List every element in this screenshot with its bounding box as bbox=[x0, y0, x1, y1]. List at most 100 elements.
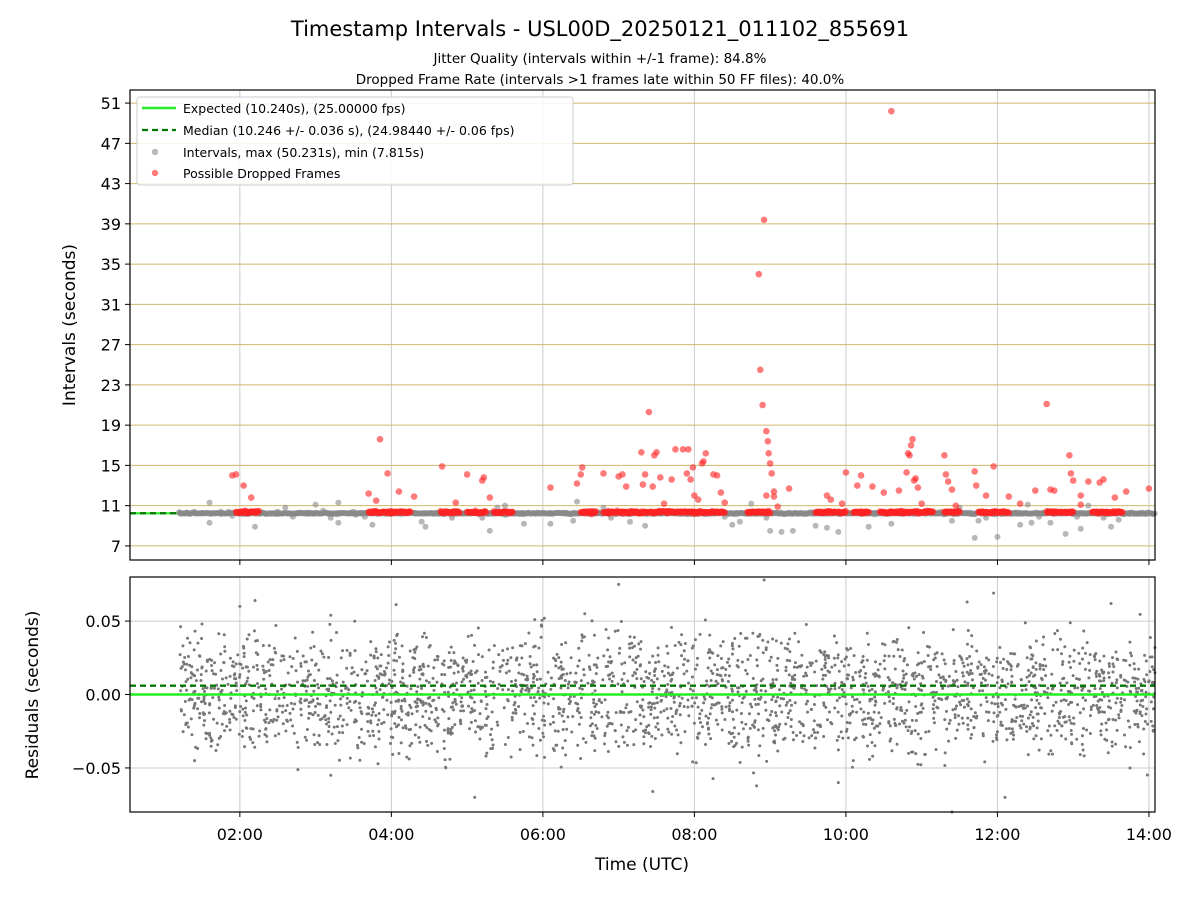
residual-point bbox=[652, 670, 656, 674]
residual-point bbox=[395, 634, 399, 638]
residual-point bbox=[626, 679, 630, 683]
residual-point bbox=[182, 713, 186, 717]
dropped-frame-point bbox=[895, 487, 903, 494]
residual-point bbox=[1014, 705, 1018, 709]
residual-point bbox=[487, 648, 491, 652]
residual-point bbox=[1093, 687, 1097, 691]
residual-point bbox=[979, 672, 983, 676]
interval-point bbox=[486, 527, 493, 534]
residual-point bbox=[286, 671, 290, 675]
residual-point bbox=[228, 728, 232, 732]
residual-point bbox=[872, 710, 876, 714]
interval-point bbox=[1062, 530, 1069, 537]
residual-point bbox=[442, 746, 446, 750]
residual-point bbox=[668, 673, 672, 677]
residual-point bbox=[589, 716, 593, 720]
intervals-y-tick-label: 11 bbox=[101, 497, 121, 516]
residual-point bbox=[216, 743, 220, 747]
residual-point bbox=[209, 736, 213, 740]
residual-point bbox=[861, 659, 865, 663]
residual-point bbox=[751, 676, 755, 680]
residual-point bbox=[755, 664, 759, 668]
residual-point bbox=[178, 653, 182, 657]
residual-point bbox=[569, 656, 573, 660]
residual-point bbox=[637, 642, 641, 646]
residual-point bbox=[327, 655, 331, 659]
residual-point bbox=[470, 633, 474, 637]
residual-point bbox=[1034, 734, 1038, 738]
residual-point bbox=[692, 721, 696, 725]
residual-point bbox=[252, 697, 256, 701]
residual-point bbox=[891, 702, 895, 706]
residual-point bbox=[304, 660, 308, 664]
residual-point bbox=[653, 667, 657, 671]
residual-point bbox=[800, 653, 804, 657]
residual-point bbox=[711, 672, 715, 676]
residual-point bbox=[1022, 706, 1026, 710]
residual-point bbox=[841, 736, 845, 740]
residual-point bbox=[557, 656, 561, 660]
residual-point bbox=[970, 645, 974, 649]
residual-point bbox=[350, 666, 354, 670]
residual-point bbox=[560, 643, 564, 647]
residual-point bbox=[394, 641, 398, 645]
residual-point bbox=[535, 754, 539, 758]
residual-point bbox=[304, 698, 308, 702]
residual-point bbox=[833, 687, 837, 691]
residual-point bbox=[328, 622, 332, 626]
residual-point bbox=[243, 745, 247, 749]
residual-point bbox=[972, 726, 976, 730]
residual-point bbox=[576, 743, 580, 747]
residual-point bbox=[954, 704, 958, 708]
residual-point bbox=[746, 735, 750, 739]
intervals-y-tick-label: 23 bbox=[101, 376, 121, 395]
residual-point bbox=[230, 664, 234, 668]
residual-point bbox=[647, 705, 651, 709]
residual-point bbox=[301, 654, 305, 658]
residual-point bbox=[1068, 621, 1072, 625]
residual-point bbox=[650, 734, 654, 738]
residual-point bbox=[345, 666, 349, 670]
residual-point bbox=[679, 741, 683, 745]
residual-point bbox=[984, 710, 988, 714]
residual-point bbox=[1138, 703, 1142, 707]
residuals-y-tick-label: −0.05 bbox=[72, 759, 121, 778]
residual-point bbox=[662, 709, 666, 713]
residual-point bbox=[1107, 662, 1111, 666]
residual-point bbox=[219, 652, 223, 656]
residual-point bbox=[289, 701, 293, 705]
residual-point bbox=[456, 670, 460, 674]
residual-point bbox=[651, 789, 655, 793]
residual-point bbox=[822, 653, 826, 657]
residual-point bbox=[960, 698, 964, 702]
residual-point bbox=[373, 701, 377, 705]
residual-point bbox=[205, 660, 209, 664]
residual-point bbox=[669, 706, 673, 710]
residual-point bbox=[517, 671, 521, 675]
residual-point bbox=[639, 663, 643, 667]
residual-point bbox=[400, 644, 404, 648]
residual-point bbox=[861, 688, 865, 692]
residual-point bbox=[527, 631, 531, 635]
residual-point bbox=[1135, 699, 1139, 703]
residual-point bbox=[945, 727, 949, 731]
residual-point bbox=[533, 712, 537, 716]
residual-point bbox=[866, 642, 870, 646]
residual-point bbox=[592, 633, 596, 637]
residual-point bbox=[1106, 705, 1110, 709]
residual-point bbox=[743, 636, 747, 640]
residual-point bbox=[665, 707, 669, 711]
residual-point bbox=[296, 746, 300, 750]
residual-point bbox=[390, 714, 394, 718]
residual-point bbox=[1081, 646, 1085, 650]
residual-point bbox=[855, 697, 859, 701]
residual-point bbox=[737, 732, 741, 736]
residual-point bbox=[647, 723, 651, 727]
residual-point bbox=[266, 660, 270, 664]
residual-point bbox=[787, 637, 791, 641]
residual-point bbox=[357, 736, 361, 740]
residual-point bbox=[238, 673, 242, 677]
residual-point bbox=[782, 697, 786, 701]
residual-point bbox=[774, 678, 778, 682]
residual-point bbox=[432, 698, 436, 702]
